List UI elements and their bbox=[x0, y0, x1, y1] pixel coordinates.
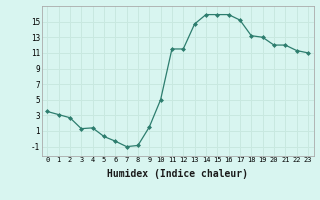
X-axis label: Humidex (Indice chaleur): Humidex (Indice chaleur) bbox=[107, 169, 248, 179]
